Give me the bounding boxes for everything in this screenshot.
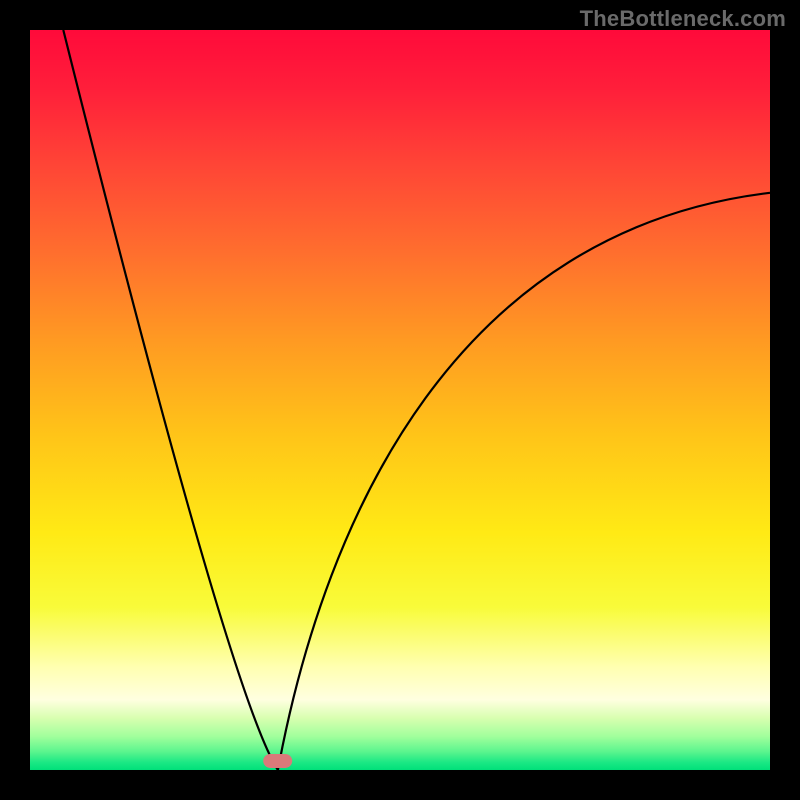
chart-frame: TheBottleneck.com: [0, 0, 800, 800]
curve-line: [30, 30, 770, 770]
plot-area: [30, 30, 770, 770]
dip-marker: [263, 754, 293, 768]
watermark-text: TheBottleneck.com: [580, 6, 786, 32]
